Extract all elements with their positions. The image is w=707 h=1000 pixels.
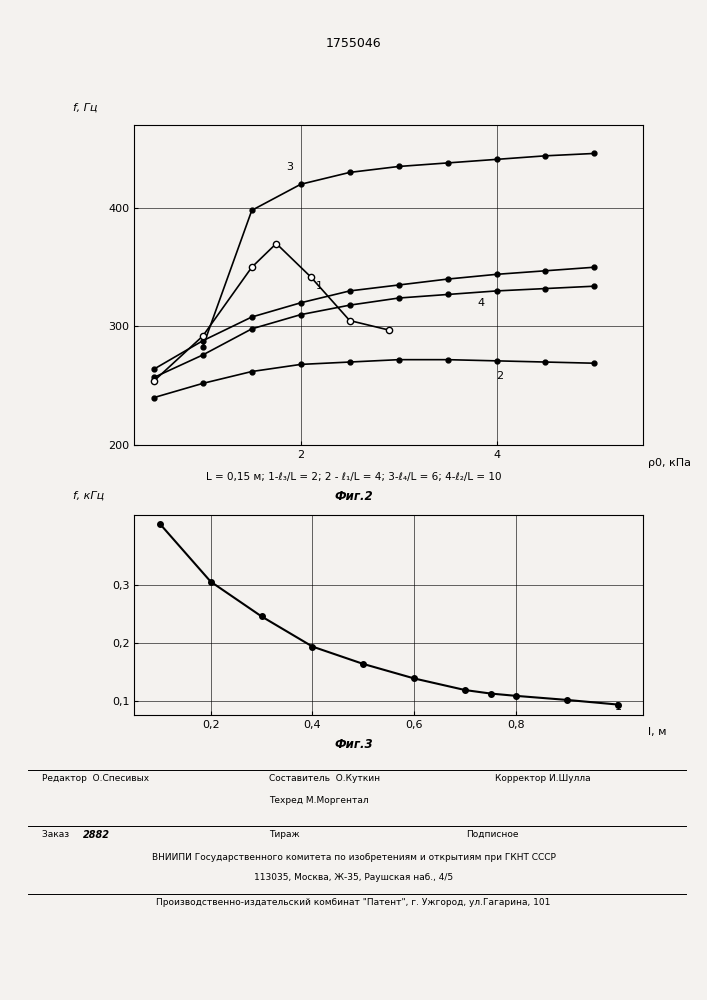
Text: 2882: 2882 — [83, 830, 110, 840]
Text: Составитель  О.Куткин: Составитель О.Куткин — [269, 774, 380, 783]
Text: Тираж: Тираж — [269, 830, 299, 839]
Text: 2: 2 — [496, 371, 503, 381]
Text: Заказ: Заказ — [42, 830, 72, 839]
Text: L = 0,15 м; 1-ℓ₃/L = 2; 2 - ℓ₁/L = 4; 3-ℓ₄/L = 6; 4-ℓ₂/L = 10: L = 0,15 м; 1-ℓ₃/L = 2; 2 - ℓ₁/L = 4; 3-… — [206, 472, 501, 482]
Text: Фиг.2: Фиг.2 — [334, 490, 373, 503]
Text: Редактор  О.Спесивых: Редактор О.Спесивых — [42, 774, 150, 783]
Text: 113035, Москва, Ж-35, Раушская наб., 4/5: 113035, Москва, Ж-35, Раушская наб., 4/5 — [254, 873, 453, 882]
Text: 1: 1 — [315, 281, 322, 291]
Text: Корректор И.Шулла: Корректор И.Шулла — [495, 774, 590, 783]
Text: 3: 3 — [286, 162, 293, 172]
Text: f, кГц: f, кГц — [74, 491, 105, 501]
Text: Техред М.Моргентал: Техред М.Моргентал — [269, 796, 368, 805]
Text: ВНИИПИ Государственного комитета по изобретениям и открытиям при ГКНТ СССР: ВНИИПИ Государственного комитета по изоб… — [151, 853, 556, 862]
Text: Производственно-издательский комбинат "Патент", г. Ужгород, ул.Гагарина, 101: Производственно-издательский комбинат "П… — [156, 898, 551, 907]
Text: 4: 4 — [477, 298, 484, 308]
Text: 1755046: 1755046 — [326, 37, 381, 50]
Text: l, м: l, м — [648, 727, 667, 737]
Text: f, Гц: f, Гц — [74, 102, 98, 112]
Text: 1: 1 — [614, 702, 621, 712]
Text: ρ0, кПа: ρ0, кПа — [648, 458, 691, 468]
Text: Подписное: Подписное — [467, 830, 519, 839]
Text: Фиг.3: Фиг.3 — [334, 738, 373, 751]
